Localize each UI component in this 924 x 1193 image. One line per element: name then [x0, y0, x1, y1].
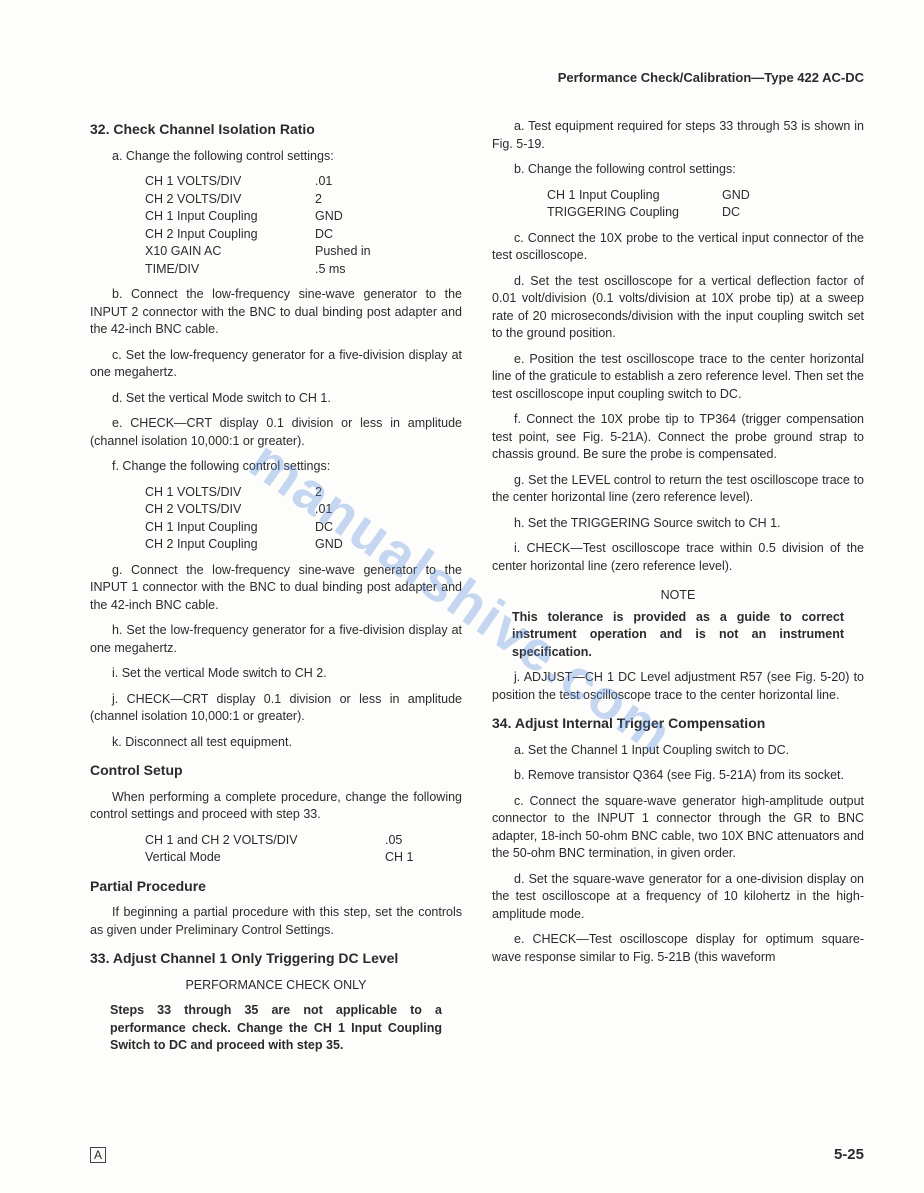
page-header: Performance Check/Calibration—Type 422 A… — [558, 70, 864, 85]
tbl-val: GND — [315, 536, 405, 554]
s32-j: j. CHECK—CRT display 0.1 division or les… — [90, 691, 462, 726]
s34-b: b. Remove transistor Q364 (see Fig. 5-21… — [492, 767, 864, 785]
r-table: CH 1 Input CouplingGND TRIGGERING Coupli… — [547, 187, 864, 222]
tbl-val: .5 ms — [315, 261, 405, 279]
tbl-label: CH 2 Input Coupling — [145, 536, 315, 554]
right-column: a. Test equipment required for steps 33 … — [492, 110, 864, 1055]
s32-h: h. Set the low-frequency generator for a… — [90, 622, 462, 657]
tbl-val: 2 — [315, 191, 405, 209]
tbl-label: CH 1 VOLTS/DIV — [145, 173, 315, 191]
control-setup-table: CH 1 and CH 2 VOLTS/DIV.05 Vertical Mode… — [145, 832, 462, 867]
tbl-label: CH 1 Input Coupling — [145, 519, 315, 537]
left-column: 32. Check Channel Isolation Ratio a. Cha… — [90, 110, 462, 1055]
s34-d: d. Set the square-wave generator for a o… — [492, 871, 864, 924]
manual-page: Performance Check/Calibration—Type 422 A… — [0, 0, 924, 1193]
tbl-label: CH 1 VOLTS/DIV — [145, 484, 315, 502]
s32-e: e. CHECK—CRT display 0.1 division or les… — [90, 415, 462, 450]
tbl-label: TIME/DIV — [145, 261, 315, 279]
note-body: This tolerance is provided as a guide to… — [492, 609, 864, 662]
section-32-title: 32. Check Channel Isolation Ratio — [90, 120, 462, 140]
tbl-val: DC — [315, 226, 405, 244]
section-33-title: 33. Adjust Channel 1 Only Triggering DC … — [90, 949, 462, 969]
control-setup-title: Control Setup — [90, 761, 462, 781]
s32-g: g. Connect the low-frequency sine-wave g… — [90, 562, 462, 615]
perf-check-only: PERFORMANCE CHECK ONLY — [90, 977, 462, 995]
r-g: g. Set the LEVEL control to return the t… — [492, 472, 864, 507]
s32-c: c. Set the low-frequency generator for a… — [90, 347, 462, 382]
footer-left: A — [90, 1147, 106, 1163]
tbl-label: TRIGGERING Coupling — [547, 204, 722, 222]
s32-b: b. Connect the low-frequency sine-wave g… — [90, 286, 462, 339]
tbl-label: CH 2 Input Coupling — [145, 226, 315, 244]
s33-note: Steps 33 through 35 are not applicable t… — [90, 1002, 462, 1055]
s32-f: f. Change the following control settings… — [90, 458, 462, 476]
two-column-layout: 32. Check Channel Isolation Ratio a. Cha… — [90, 110, 864, 1055]
r-j: j. ADJUST—CH 1 DC Level adjustment R57 (… — [492, 669, 864, 704]
tbl-val: .05 — [385, 832, 445, 850]
tbl-val: .01 — [315, 173, 405, 191]
r-b: b. Change the following control settings… — [492, 161, 864, 179]
s34-a: a. Set the Channel 1 Input Coupling swit… — [492, 742, 864, 760]
tbl-label: CH 1 and CH 2 VOLTS/DIV — [145, 832, 385, 850]
section-34-title: 34. Adjust Internal Trigger Compensation — [492, 714, 864, 734]
s32-table-1: CH 1 VOLTS/DIV.01 CH 2 VOLTS/DIV2 CH 1 I… — [145, 173, 462, 278]
tbl-val: GND — [722, 187, 782, 205]
s32-d: d. Set the vertical Mode switch to CH 1. — [90, 390, 462, 408]
r-a: a. Test equipment required for steps 33 … — [492, 118, 864, 153]
tbl-val: 2 — [315, 484, 405, 502]
note-title: NOTE — [492, 587, 864, 605]
r-d: d. Set the test oscilloscope for a verti… — [492, 273, 864, 343]
tbl-val: CH 1 — [385, 849, 445, 867]
tbl-label: CH 2 VOLTS/DIV — [145, 191, 315, 209]
page-number: 5-25 — [834, 1146, 864, 1163]
r-f: f. Connect the 10X probe tip to TP364 (t… — [492, 411, 864, 464]
tbl-label: CH 1 Input Coupling — [145, 208, 315, 226]
tbl-val: DC — [722, 204, 782, 222]
tbl-val: .01 — [315, 501, 405, 519]
s32-i: i. Set the vertical Mode switch to CH 2. — [90, 665, 462, 683]
r-e: e. Position the test oscilloscope trace … — [492, 351, 864, 404]
tbl-label: X10 GAIN AC — [145, 243, 315, 261]
r-h: h. Set the TRIGGERING Source switch to C… — [492, 515, 864, 533]
r-c: c. Connect the 10X probe to the vertical… — [492, 230, 864, 265]
s32-table-2: CH 1 VOLTS/DIV2 CH 2 VOLTS/DIV.01 CH 1 I… — [145, 484, 462, 554]
control-setup-p: When performing a complete procedure, ch… — [90, 789, 462, 824]
s32-k: k. Disconnect all test equipment. — [90, 734, 462, 752]
s34-e: e. CHECK—Test oscilloscope display for o… — [492, 931, 864, 966]
s34-c: c. Connect the square-wave generator hig… — [492, 793, 864, 863]
s32-a: a. Change the following control settings… — [90, 148, 462, 166]
tbl-val: GND — [315, 208, 405, 226]
partial-procedure-p: If beginning a partial procedure with th… — [90, 904, 462, 939]
r-i: i. CHECK—Test oscilloscope trace within … — [492, 540, 864, 575]
tbl-label: Vertical Mode — [145, 849, 385, 867]
tbl-val: DC — [315, 519, 405, 537]
partial-procedure-title: Partial Procedure — [90, 877, 462, 897]
tbl-val: Pushed in — [315, 243, 405, 261]
tbl-label: CH 2 VOLTS/DIV — [145, 501, 315, 519]
tbl-label: CH 1 Input Coupling — [547, 187, 722, 205]
